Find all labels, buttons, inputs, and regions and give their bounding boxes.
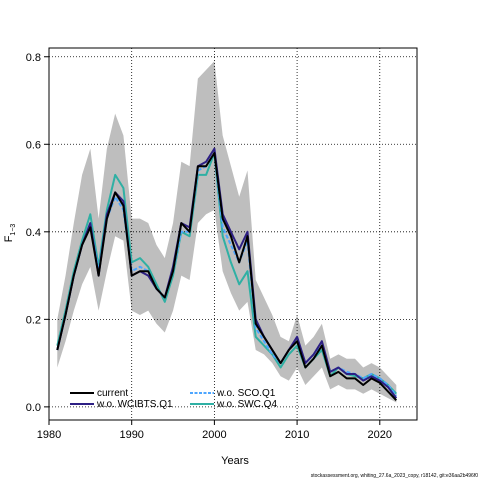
x-tick-label: 1990 bbox=[119, 429, 143, 441]
y-tick-label: 0.0 bbox=[26, 402, 41, 414]
legend-label: current bbox=[97, 388, 128, 399]
footnote: stockassessment.org, whiting_27.6a_2023_… bbox=[311, 473, 478, 479]
y-tick-label: 0.8 bbox=[26, 52, 41, 64]
x-tick-label: 2020 bbox=[368, 429, 392, 441]
y-tick-label: 0.2 bbox=[26, 314, 41, 326]
x-axis: 1980 1990 2000 2010 2020 bbox=[37, 420, 392, 441]
x-tick-label: 2010 bbox=[285, 429, 309, 441]
x-tick-label: 1980 bbox=[37, 429, 61, 441]
x-tick-label: 2000 bbox=[202, 429, 226, 441]
y-axis-title: F1−3 bbox=[3, 224, 17, 243]
x-axis-title: Years bbox=[221, 455, 249, 467]
y-tick-label: 0.6 bbox=[26, 139, 41, 151]
legend-label: w.o. SCO.Q1 bbox=[216, 388, 276, 399]
legend-label: w.o. SWC.Q4 bbox=[216, 399, 277, 410]
y-axis-title-subscript: 1−3 bbox=[10, 224, 17, 236]
y-axis: 0.0 0.2 0.4 0.6 0.8 bbox=[26, 52, 49, 414]
y-tick-label: 0.4 bbox=[26, 227, 41, 239]
legend-label: w.o. WCIBTS.Q1 bbox=[96, 399, 173, 410]
